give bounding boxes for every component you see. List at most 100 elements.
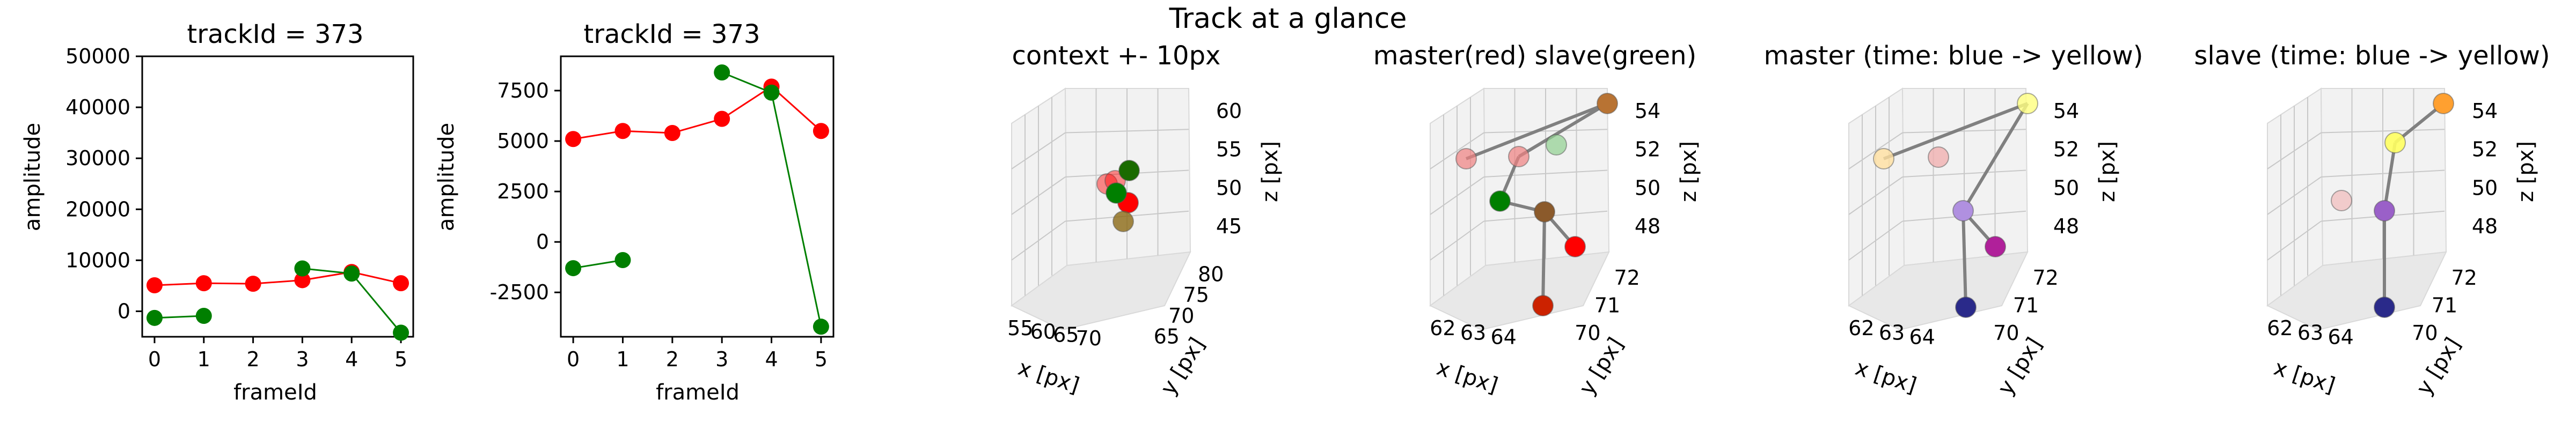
trajectory-line: [1518, 102, 1608, 158]
trajectory-line: [1465, 102, 1608, 160]
y-tick-label: 10000: [65, 248, 130, 272]
data-point: [2374, 200, 2395, 221]
data-point: [343, 265, 360, 282]
x-tick-label: 1: [197, 347, 210, 371]
data-point: [294, 272, 311, 289]
plot2-ylabel: amplitude: [434, 123, 459, 231]
data-point: [1955, 297, 1977, 318]
pane-floor: [1011, 251, 1191, 331]
y-tick-label: 70: [1575, 321, 1600, 345]
grid-line: [1011, 220, 1066, 261]
data-point: [1546, 134, 1567, 156]
data-point: [146, 309, 163, 326]
z-tick-label: 48: [2472, 214, 2498, 238]
z-tick-label: 54: [2053, 99, 2079, 123]
data-point: [245, 276, 261, 292]
data-point: [1118, 160, 1140, 181]
plot5-title: master (time: blue -> yellow): [1764, 41, 2143, 71]
amplitude-plot-1: trackId = 373 frameId amplitude 0 1 2 3 4 5 0 1…: [20, 19, 414, 405]
z-tick-label: 50: [2472, 176, 2498, 199]
3d-plot-master-time: master (time: blue -> yellow) 62 63 64 70 71…: [1764, 41, 2143, 400]
x-tick-label: 64: [1909, 326, 1935, 349]
series-line: [573, 85, 822, 140]
x-tick-label: 1: [616, 347, 629, 371]
y-tick-label: 70: [1168, 304, 1194, 328]
y-tick-label: 72: [1614, 266, 1640, 290]
trajectory-line: [1883, 102, 2029, 160]
y-tick-label: 50000: [65, 45, 130, 68]
x-tick-label: 3: [296, 347, 309, 371]
plot1-ylabel: amplitude: [20, 123, 45, 231]
data-point: [1928, 146, 1949, 168]
plot4-title: master(red) slave(green): [1373, 41, 1696, 71]
y-tick-label: 80: [1198, 262, 1224, 286]
x-tick-label: 2: [666, 347, 679, 371]
y-tick-label: 30000: [65, 146, 130, 170]
plot1-title: trackId = 373: [187, 19, 363, 49]
plot-frame: [560, 55, 835, 338]
z-tick-label: 55: [1216, 138, 1242, 161]
x-tick-label: 64: [1490, 326, 1516, 349]
y-tick-label: 20000: [65, 197, 130, 221]
y-tick-label: 71: [1594, 294, 1620, 317]
data-point: [714, 64, 730, 81]
x-axis-label: x [px]: [1852, 356, 1919, 398]
x-axis-label: x [px]: [1015, 356, 1082, 398]
z-tick-label: 60: [1216, 99, 1242, 123]
z-tick-label: 50: [1635, 176, 1660, 199]
y-tick-label: 71: [2013, 294, 2039, 317]
z-tick-label: 54: [1635, 99, 1660, 123]
y-tick-label: 70: [1993, 321, 2019, 345]
data-point: [1985, 236, 2006, 257]
y-tick-label: 0: [118, 299, 130, 323]
data-point: [664, 124, 680, 141]
z-tick-label: 45: [1216, 214, 1242, 238]
x-tick-label: 0: [567, 347, 580, 371]
y-tick-label: 7500: [497, 79, 549, 102]
data-point: [1489, 190, 1511, 212]
y-tick-label: 70: [2412, 321, 2438, 345]
pane-floor: [2266, 251, 2447, 331]
figure-suptitle: Track at a glance: [1169, 3, 1407, 35]
plot2-xlabel: frameId: [656, 380, 740, 405]
data-point: [1532, 295, 1554, 316]
x-tick-label: 2: [246, 347, 259, 371]
y-tick-label: -2500: [490, 280, 549, 304]
data-point: [1106, 182, 1127, 204]
series-line: [573, 259, 623, 269]
3d-plot-slave-time: slave (time: blue -> yellow) 62 63 64 70 71 7…: [2194, 41, 2550, 400]
z-tick-label: 50: [2053, 176, 2079, 199]
data-point: [2331, 190, 2352, 211]
trajectory-line: [2383, 142, 2397, 211]
plot1-xlabel: frameId: [233, 380, 317, 405]
x-axis-label: x [px]: [1433, 356, 1501, 398]
data-point: [1534, 201, 1555, 223]
plot6-title: slave (time: blue -> yellow): [2194, 41, 2550, 71]
data-point: [195, 308, 212, 324]
data-point: [1113, 211, 1134, 232]
z-tick-label: 54: [2472, 99, 2498, 123]
z-tick-label: 48: [2053, 214, 2079, 238]
y-tick-label: 0: [536, 230, 549, 254]
data-point: [2374, 297, 2395, 318]
amplitude-plot-2: trackId = 373 frameId amplitude 0 1 2 3 4 5 -2…: [434, 19, 835, 405]
pane-floor: [1848, 251, 2029, 331]
data-point: [1508, 146, 1529, 167]
z-tick-label: 48: [1635, 214, 1660, 238]
series-line: [721, 71, 822, 327]
x-tick-label: 63: [2297, 321, 2323, 344]
x-tick-label: 4: [345, 347, 358, 371]
z-tick-label: 52: [1635, 138, 1660, 161]
x-tick-label: 65: [1053, 323, 1079, 347]
grid-line: [1848, 220, 1903, 261]
series-line: [154, 315, 204, 319]
z-tick-label: 52: [2472, 138, 2498, 161]
y-tick-label: 65: [1154, 325, 1180, 349]
x-tick-label: 62: [2267, 316, 2293, 340]
y-tick-label: 40000: [65, 95, 130, 119]
x-tick-label: 5: [815, 347, 828, 371]
data-point: [1952, 200, 1974, 221]
data-point: [294, 260, 311, 277]
data-point: [813, 123, 829, 139]
